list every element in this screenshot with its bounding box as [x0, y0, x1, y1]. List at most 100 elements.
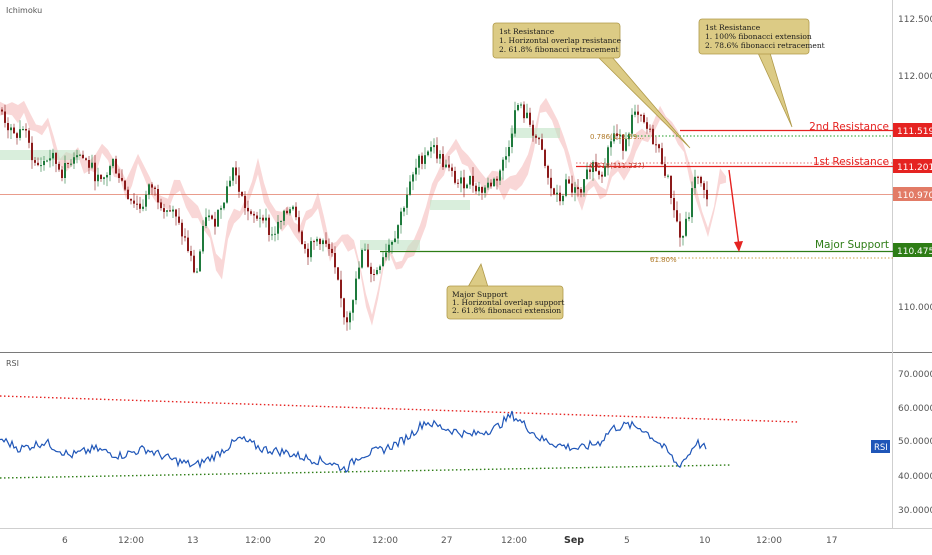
annotation-title: 1st Resistance [499, 27, 555, 36]
candle-body [424, 155, 426, 164]
candle-body [550, 177, 552, 189]
price-levels [0, 129, 893, 259]
candle-body [25, 129, 27, 131]
candle-body [61, 169, 63, 178]
candle-body [511, 133, 513, 147]
candle-body [391, 242, 393, 245]
candle-body [151, 184, 153, 188]
candle-body [532, 124, 534, 136]
candle-body [28, 130, 30, 143]
annotation-first-resistance-b[interactable]: 1st Resistance 1. 100% fibonacci extensi… [698, 18, 825, 128]
time-tick: 12:00 [501, 536, 527, 546]
candle-body [280, 220, 282, 222]
candle-body [628, 133, 630, 140]
candle-body [493, 178, 495, 187]
candle-body [232, 167, 234, 181]
annotation-title: Major Support [452, 290, 508, 299]
candle-body [190, 251, 192, 256]
candle-body [331, 248, 333, 253]
candle-body [586, 169, 588, 180]
candle-body [472, 175, 474, 186]
price-axis[interactable]: 112.500 112.000 110.000 [898, 15, 932, 313]
candle-body [475, 185, 477, 192]
candle-body [601, 174, 603, 177]
candle-body [10, 127, 12, 131]
candle-body [142, 206, 144, 209]
annotation-line: 2. 61.8% fibonacci retracement [499, 45, 619, 54]
candle-body [115, 158, 117, 174]
time-axis[interactable]: 6 12:00 13 12:00 20 12:00 27 12:00 Sep 5… [62, 535, 837, 546]
fib-label-0618: 0.618(111.237) [590, 162, 645, 170]
rsi-tick: 30.0000 [898, 506, 932, 516]
candle-body [355, 278, 357, 301]
candle-body [604, 166, 606, 177]
candle-body [463, 177, 465, 189]
candle-body [520, 104, 522, 106]
candle-body [703, 183, 705, 190]
time-tick: 6 [62, 536, 68, 546]
candle-body [97, 174, 99, 182]
candle-body [412, 174, 414, 182]
candle-body [295, 206, 297, 218]
candle-body [88, 160, 90, 168]
annotation-line: 1. 100% fibonacci extension [705, 32, 812, 41]
candle-body [262, 217, 264, 221]
candle-body [121, 178, 123, 181]
candle-body [685, 218, 687, 236]
candle-body [577, 187, 579, 190]
candle-body [481, 186, 483, 193]
price-tick: 112.000 [898, 72, 932, 82]
candle-body [43, 160, 45, 166]
candle-body [226, 186, 228, 203]
time-tick: 10 [699, 536, 711, 546]
candle-body [76, 155, 78, 158]
candle-body [496, 178, 498, 181]
time-tick: 20 [314, 536, 326, 546]
candle-body [622, 134, 624, 151]
candle-body [337, 267, 339, 280]
candle-body [649, 128, 651, 130]
candle-body [70, 163, 72, 165]
rsi-badge[interactable]: RSI [871, 440, 890, 453]
candle-body [46, 160, 48, 162]
candle-body [544, 149, 546, 166]
candle-body [1, 109, 3, 112]
indicator-label-rsi[interactable]: RSI [6, 359, 19, 368]
candle-body [55, 152, 57, 164]
candle-body [442, 154, 444, 168]
candle-body [367, 249, 369, 267]
level-badge-last-price[interactable]: 110.970 [893, 187, 932, 201]
candle-body [346, 317, 348, 323]
rsi-axis[interactable]: 70.0000 60.0000 50.0000 40.0000 30.0000 [898, 370, 932, 516]
candle-body [91, 162, 93, 168]
rsi-tick: 70.0000 [898, 370, 932, 380]
candle-body [169, 210, 171, 212]
candle-body [187, 237, 189, 251]
candle-body [448, 164, 450, 168]
candle-body [319, 238, 321, 245]
candle-body [214, 218, 216, 227]
candle-body [325, 240, 327, 244]
candle-body [283, 210, 285, 221]
candle-body [340, 279, 342, 299]
candle-body [133, 200, 135, 204]
level-badge-second-resistance[interactable]: 111.519 2nd Resistance [809, 121, 932, 137]
indicator-label-ichimoku[interactable]: Ichimoku [6, 6, 42, 15]
candle-body [589, 169, 591, 172]
candle-body [565, 179, 567, 196]
candle-body [112, 158, 114, 167]
price-tick: 110.000 [898, 303, 932, 313]
annotation-first-resistance-a[interactable]: 1st Resistance 1. Horizontal overlap res… [492, 22, 691, 149]
candle-body [571, 183, 573, 193]
candle-body [397, 225, 399, 239]
candle-body [298, 217, 300, 232]
level-badge-major-support[interactable]: 110.475 Major Support [815, 239, 932, 257]
candle-body [490, 182, 492, 187]
annotation-major-support[interactable]: Major Support 1. Horizontal overlap supp… [446, 262, 564, 320]
candle-body [487, 182, 489, 188]
level-value: 110.970 [897, 191, 932, 201]
level-badge-first-resistance[interactable]: 111.201 1st Resistance [813, 156, 932, 173]
candle-body [559, 192, 561, 202]
